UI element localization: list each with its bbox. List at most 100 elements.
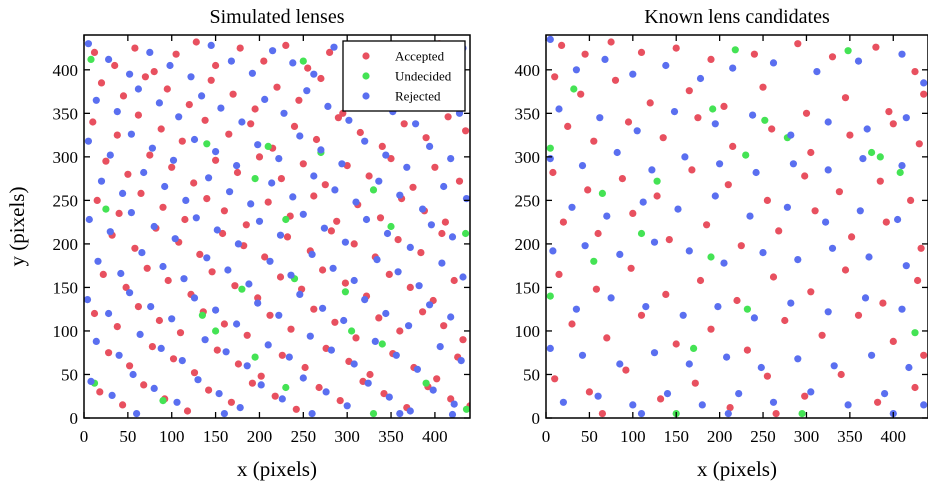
point-accepted <box>629 210 636 217</box>
point-accepted <box>310 192 317 199</box>
point-undecided <box>877 153 884 160</box>
y-tick-label: 400 <box>515 61 541 80</box>
point-accepted <box>582 51 589 58</box>
point-accepted <box>770 273 777 280</box>
point-rejected <box>555 105 562 112</box>
point-accepted <box>105 349 112 356</box>
point-accepted <box>877 178 884 185</box>
point-accepted <box>916 140 923 147</box>
point-accepted <box>773 410 780 417</box>
point-accepted <box>628 265 635 272</box>
point-rejected <box>280 110 287 117</box>
point-undecided <box>199 312 206 319</box>
point-accepted <box>407 284 414 291</box>
point-undecided <box>742 152 749 159</box>
point-rejected <box>217 105 224 112</box>
point-rejected <box>787 300 794 307</box>
point-rejected <box>187 73 194 80</box>
point-rejected <box>714 303 721 310</box>
point-rejected <box>128 131 135 138</box>
point-rejected <box>140 169 147 176</box>
point-rejected <box>384 230 391 237</box>
point-rejected <box>161 183 168 190</box>
point-accepted <box>234 169 241 176</box>
point-rejected <box>323 388 330 395</box>
point-accepted <box>230 91 237 98</box>
point-rejected <box>168 315 175 322</box>
point-accepted <box>205 387 212 394</box>
point-rejected <box>396 410 403 417</box>
point-rejected <box>664 390 671 397</box>
point-rejected <box>920 79 927 86</box>
point-rejected <box>351 277 358 284</box>
point-accepted <box>352 334 359 341</box>
point-accepted <box>181 216 188 223</box>
point-rejected <box>735 390 742 397</box>
y-tick-label: 0 <box>70 409 79 428</box>
point-accepted <box>744 347 751 354</box>
point-rejected <box>671 108 678 115</box>
point-accepted <box>168 164 175 171</box>
point-rejected <box>825 118 832 125</box>
y-tick-label: 150 <box>53 278 79 297</box>
point-rejected <box>289 59 296 66</box>
point-rejected <box>428 221 435 228</box>
point-rejected <box>107 228 114 235</box>
point-accepted <box>243 221 250 228</box>
point-rejected <box>898 306 905 313</box>
point-rejected <box>759 249 766 256</box>
point-rejected <box>228 58 235 65</box>
x-tick-label: 250 <box>291 427 317 446</box>
point-accepted <box>890 338 897 345</box>
legend-label-rejected: Rejected <box>395 89 441 104</box>
point-accepted <box>96 388 103 395</box>
point-accepted <box>196 251 203 258</box>
point-rejected <box>342 239 349 246</box>
point-rejected <box>98 178 105 185</box>
point-rejected <box>345 117 352 124</box>
point-rejected <box>596 114 603 121</box>
point-rejected <box>697 75 704 82</box>
point-accepted <box>801 393 808 400</box>
point-undecided <box>709 105 716 112</box>
point-rejected <box>881 390 888 397</box>
point-accepted <box>794 40 801 47</box>
point-rejected <box>130 371 137 378</box>
x-tick-label: 200 <box>707 427 733 446</box>
point-undecided <box>590 258 597 265</box>
point-rejected <box>330 265 337 272</box>
point-undecided <box>845 47 852 54</box>
point-rejected <box>407 244 414 251</box>
point-accepted <box>266 312 273 319</box>
point-rejected <box>770 399 777 406</box>
point-undecided <box>638 230 645 237</box>
point-accepted <box>807 149 814 156</box>
legend-marker-undecided <box>362 72 369 79</box>
point-rejected <box>426 143 433 150</box>
point-rejected <box>651 239 658 246</box>
x-tick-label: 150 <box>663 427 689 446</box>
point-rejected <box>770 59 777 66</box>
points-group <box>547 36 928 417</box>
point-rejected <box>331 186 338 193</box>
point-rejected <box>616 360 623 367</box>
point-rejected <box>233 320 240 327</box>
point-accepted <box>91 310 98 317</box>
point-rejected <box>419 206 426 213</box>
point-undecided <box>265 143 272 150</box>
point-rejected <box>191 136 198 143</box>
point-rejected <box>437 343 444 350</box>
point-rejected <box>459 273 466 280</box>
point-accepted <box>445 113 452 120</box>
point-rejected <box>151 223 158 230</box>
point-rejected <box>175 113 182 120</box>
point-rejected <box>203 254 210 261</box>
point-rejected <box>458 357 465 364</box>
point-accepted <box>295 97 302 104</box>
point-undecided <box>799 410 806 417</box>
point-accepted <box>707 56 714 63</box>
x-tick-label: 100 <box>620 427 646 446</box>
point-accepted <box>231 282 238 289</box>
point-accepted <box>173 51 180 58</box>
point-rejected <box>608 294 615 301</box>
